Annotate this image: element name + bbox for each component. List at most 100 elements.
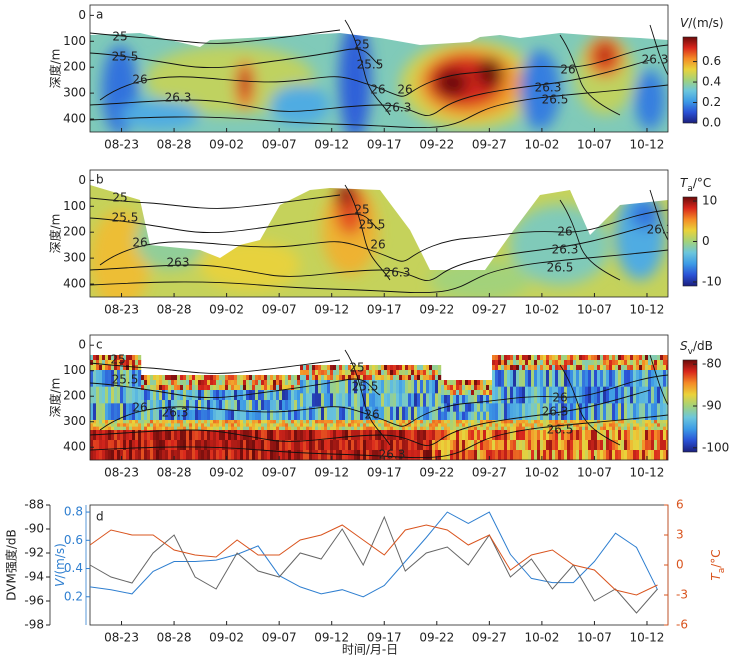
field-cell	[615, 430, 619, 441]
field-cell	[207, 440, 211, 451]
field-cell	[474, 450, 478, 460]
field-cell	[645, 365, 649, 371]
field-cell	[627, 420, 631, 424]
field-cell	[597, 430, 601, 441]
field-cell	[186, 385, 190, 391]
field-cell	[114, 355, 118, 361]
field-cell	[612, 370, 616, 388]
x-tick-label: 08-28	[157, 303, 192, 317]
field-cell	[420, 440, 424, 451]
field-cell	[459, 420, 463, 424]
field-cell	[396, 430, 400, 441]
field-cell	[291, 375, 295, 381]
field-cell	[594, 440, 598, 451]
field-cell	[639, 426, 643, 431]
field-cell	[624, 386, 628, 404]
field-cell	[660, 360, 664, 366]
field-cell	[132, 386, 136, 404]
field-cell	[648, 423, 652, 428]
field-cell	[666, 426, 668, 431]
field-cell	[579, 440, 583, 451]
field-cell	[186, 430, 190, 441]
field-cell	[309, 406, 313, 421]
field-cell	[99, 420, 103, 424]
field-cell	[519, 450, 523, 460]
field-cell	[144, 420, 148, 424]
field-cell	[603, 420, 607, 424]
field-cell	[414, 440, 418, 451]
field-cell	[333, 365, 337, 371]
field-cell	[264, 430, 268, 441]
field-cell	[111, 403, 115, 421]
field-cell	[561, 386, 565, 404]
field-cell	[162, 440, 166, 451]
field-cell	[666, 360, 668, 366]
field-cell	[144, 380, 148, 386]
field-cell	[276, 400, 280, 411]
field-cell	[567, 426, 571, 431]
field-cell	[375, 393, 379, 408]
field-cell	[405, 370, 409, 376]
field-cell	[186, 375, 190, 381]
field-cell	[498, 440, 502, 451]
field-cell	[126, 403, 130, 421]
field-cell	[162, 426, 166, 431]
field-cell	[537, 365, 541, 371]
field-cell	[543, 420, 547, 424]
field-cell	[534, 450, 538, 460]
field-cell	[120, 440, 124, 451]
field-cell	[525, 430, 529, 441]
contour-label: 26	[557, 225, 572, 239]
field-cell	[138, 355, 142, 361]
field-cell	[411, 420, 415, 424]
field-cell	[93, 365, 97, 371]
field-cell	[288, 375, 292, 381]
field-cell	[456, 390, 460, 396]
field-cell	[192, 380, 196, 386]
field-cell	[426, 370, 430, 376]
field-cell	[477, 411, 481, 421]
field-cell	[282, 380, 286, 386]
field-cell	[474, 430, 478, 441]
field-cell	[339, 430, 343, 441]
field-cell	[468, 403, 472, 413]
field-cell	[564, 365, 568, 371]
field-cell	[597, 403, 601, 421]
field-cell	[183, 410, 187, 421]
label-symbol: T	[709, 572, 723, 581]
field-cell	[423, 393, 427, 408]
field-cell	[450, 450, 454, 460]
field-cell	[444, 426, 448, 431]
field-cell	[585, 440, 589, 451]
field-cell	[222, 380, 226, 386]
contour-label: 26.5	[547, 261, 574, 275]
field-cell	[510, 420, 514, 424]
field-cell	[663, 450, 667, 460]
field-cell	[225, 450, 229, 460]
field-cell	[582, 365, 586, 371]
field-cell	[333, 393, 337, 408]
field-cell	[126, 420, 130, 424]
field-cell	[90, 423, 94, 428]
field-cell	[204, 375, 208, 381]
field-cell	[123, 360, 127, 366]
field-cell	[603, 440, 607, 451]
field-cell	[210, 380, 214, 386]
field-cell	[474, 420, 478, 424]
field-cell	[114, 386, 118, 404]
x-tick-label: 10-07	[577, 303, 612, 317]
field-cell	[564, 360, 568, 366]
field-cell	[147, 426, 151, 431]
field-cell	[519, 420, 523, 424]
field-cell	[102, 370, 106, 388]
field-cell	[633, 355, 637, 361]
field-cell	[639, 355, 643, 361]
colorbar-tick-label: 0	[702, 234, 710, 248]
x-tick-label: 09-02	[209, 466, 244, 480]
field-cell	[651, 440, 655, 451]
field-cell	[264, 380, 268, 386]
field-cell	[267, 410, 271, 421]
field-cell	[591, 423, 595, 428]
field-cell	[438, 430, 442, 441]
field-cell	[93, 360, 97, 366]
